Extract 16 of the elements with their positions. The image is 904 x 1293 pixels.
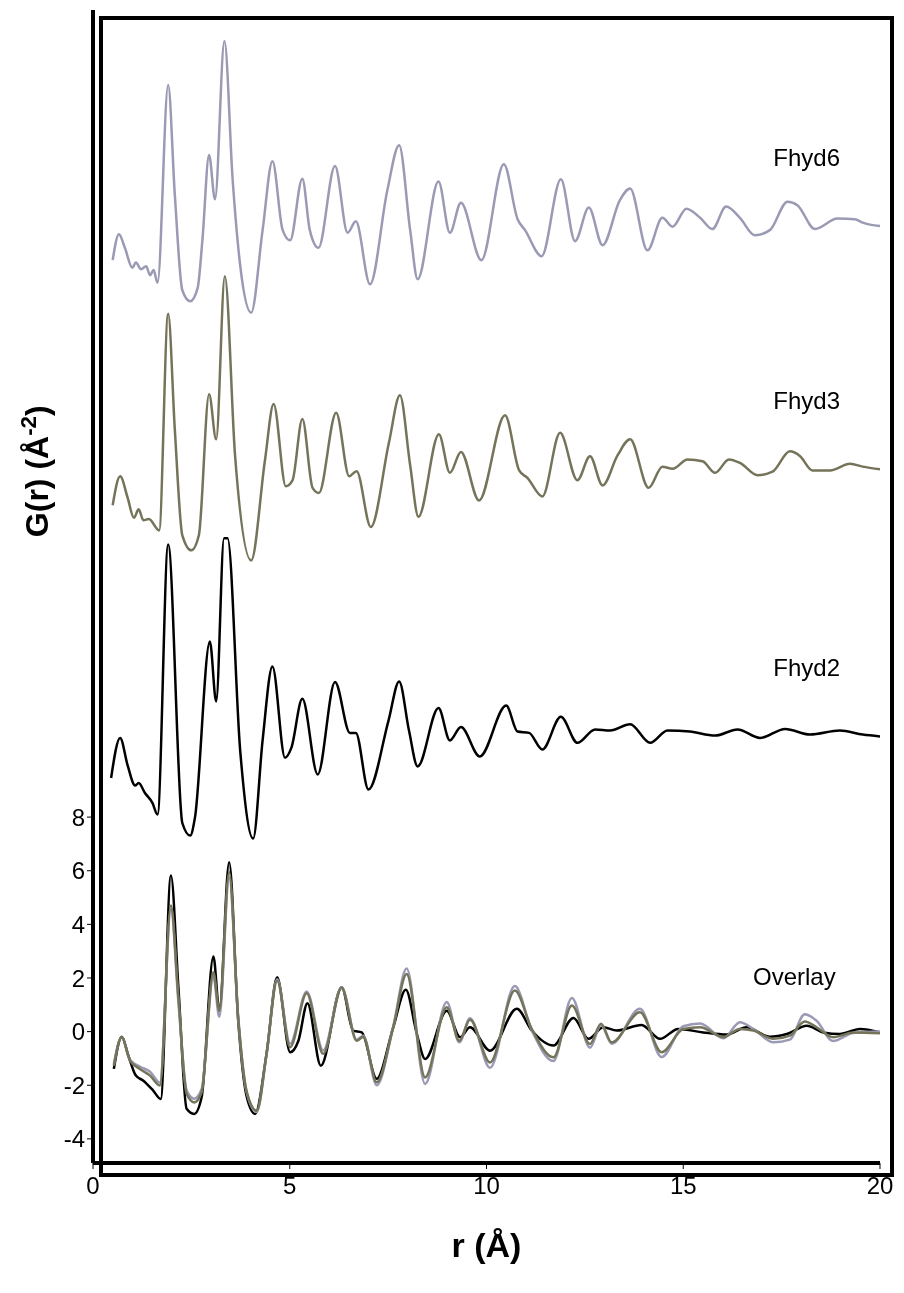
series-label: Fhyd3 [773,387,840,415]
y-tick-label: 4 [71,910,85,938]
y-tick-label: 0 [71,1018,85,1046]
y-tick-label: 6 [71,857,85,885]
series-label: Fhyd6 [773,144,840,172]
x-tick-label: 5 [283,1172,297,1200]
y-tick-label: -2 [63,1071,85,1099]
x-tick-label: 20 [866,1172,894,1200]
y-tick-label: 2 [71,964,85,992]
x-tick-label: 15 [669,1172,697,1200]
text: Fhyd2 [773,654,840,682]
x-axis-title: r (Å) [451,1226,522,1264]
y-tick-label: -4 [63,1125,85,1153]
annotation: Overlay [753,963,836,991]
x-tick-label: 10 [473,1172,500,1200]
y-tick-label: 8 [71,803,85,831]
